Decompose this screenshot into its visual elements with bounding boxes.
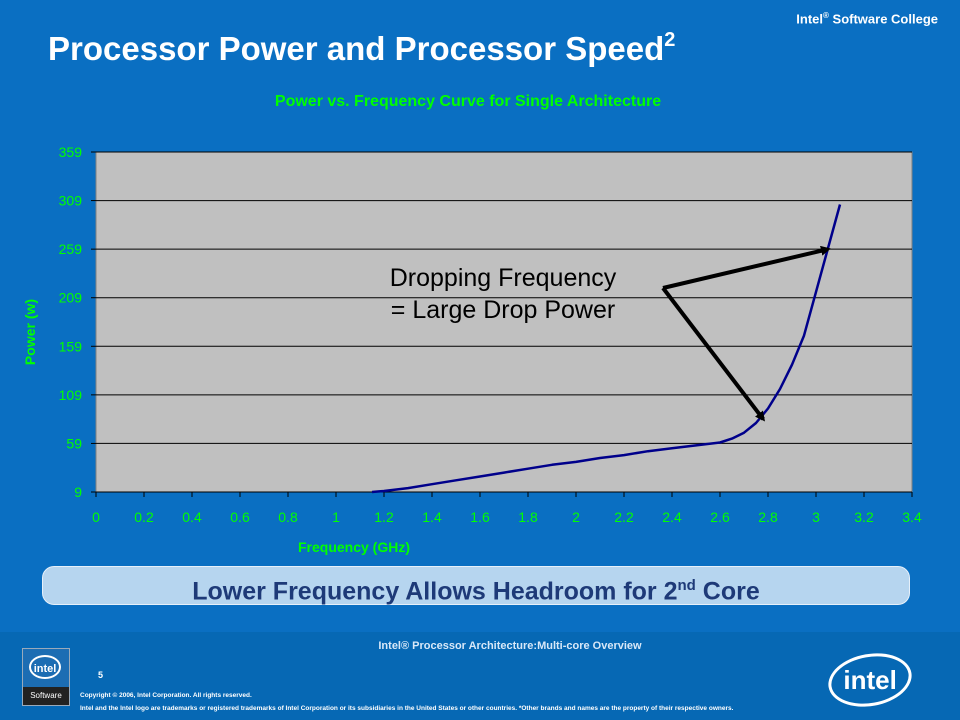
y-axis-label: Power (w) xyxy=(22,299,38,365)
banner-text: Lower Frequency Allows Headroom for 2 xyxy=(192,577,678,606)
y-tick-label-5: 109 xyxy=(59,387,83,403)
x-tick-label-10: 2 xyxy=(572,509,580,525)
x-tick-label-5: 1 xyxy=(332,509,340,525)
slide-title-text: Processor Power and Processor Speed xyxy=(48,30,665,67)
x-tick-label-9: 1.8 xyxy=(518,509,538,525)
x-tick-label-16: 3.2 xyxy=(854,509,874,525)
brand-name: Intel xyxy=(796,11,824,27)
x-tick-label-2: 0.4 xyxy=(182,509,202,525)
series-line-0 xyxy=(371,204,842,494)
banner-superscript: nd xyxy=(677,577,696,594)
y-tick-label-0: 359 xyxy=(59,144,83,160)
y-tick-label-2: 259 xyxy=(59,241,83,257)
x-tick-label-8: 1.6 xyxy=(470,509,490,525)
plot-area xyxy=(95,151,913,493)
callout-arrow-0 xyxy=(662,245,831,290)
registered-mark: ® xyxy=(823,11,829,20)
brand-header: Intel® Software College xyxy=(796,11,938,26)
x-tick-label-0: 0 xyxy=(92,509,100,525)
power-frequency-chart: 359 309 259 209 159 109 59 90 0.2 0.4 0.6 0.8 1 1.2 1.… xyxy=(22,144,922,555)
x-tick-label-3: 0.6 xyxy=(230,509,250,525)
callout-line-1: Dropping Frequency xyxy=(389,264,617,292)
x-tick-label-1: 0.2 xyxy=(134,509,154,525)
intel-logo: intel xyxy=(824,647,916,713)
y-tick-label-3: 209 xyxy=(59,290,83,306)
brand-suffix: Software College xyxy=(828,11,938,27)
x-tick-label-4: 0.8 xyxy=(278,509,298,525)
y-tick-label-7: 9 xyxy=(74,484,82,500)
page-number: 5 xyxy=(98,670,104,680)
headroom-banner: Lower Frequency Allows Headroom for 2nd … xyxy=(42,566,910,605)
intel-software-logo-label: Software xyxy=(23,687,69,705)
intel-software-logo: intel Software xyxy=(22,648,70,706)
chart-title: Power vs. Frequency Curve for Single Arc… xyxy=(274,93,662,110)
x-tick-label-7: 1.4 xyxy=(422,509,442,525)
copyright-text: Copyright © 2006, Intel Corporation. All… xyxy=(80,692,252,699)
y-tick-label-6: 59 xyxy=(66,435,82,451)
x-tick-label-13: 2.6 xyxy=(710,509,730,525)
x-tick-label-12: 2.4 xyxy=(662,509,682,525)
trademark-text: Intel and the Intel logo are trademarks … xyxy=(80,705,734,712)
callout-arrow-1 xyxy=(661,286,766,422)
x-axis-label: Frequency (GHz) xyxy=(298,539,410,555)
y-tick-label-1: 309 xyxy=(59,193,83,209)
chart-callout: Dropping Frequency = Large Drop Power xyxy=(350,262,656,326)
x-tick-label-11: 2.2 xyxy=(614,509,634,525)
banner-text-end: Core xyxy=(695,577,760,606)
slide-title-superscript: 2 xyxy=(664,29,676,51)
slide-title: Processor Power and Processor Speed2 xyxy=(48,29,676,68)
x-tick-label-15: 3 xyxy=(812,509,820,525)
y-tick-label-4: 159 xyxy=(59,338,83,354)
footer-title: Intel® Processor Architecture:Multi-core… xyxy=(378,640,642,652)
callout-line-2: = Large Drop Power xyxy=(390,296,616,324)
x-tick-label-14: 2.8 xyxy=(758,509,778,525)
footer: Intel® Processor Architecture:Multi-core… xyxy=(0,632,960,720)
intel-logo-text: intel xyxy=(843,664,897,695)
x-tick-label-6: 1.2 xyxy=(374,509,394,525)
x-tick-label-17: 3.4 xyxy=(902,509,922,525)
intel-software-logo-mark: intel xyxy=(29,655,61,679)
